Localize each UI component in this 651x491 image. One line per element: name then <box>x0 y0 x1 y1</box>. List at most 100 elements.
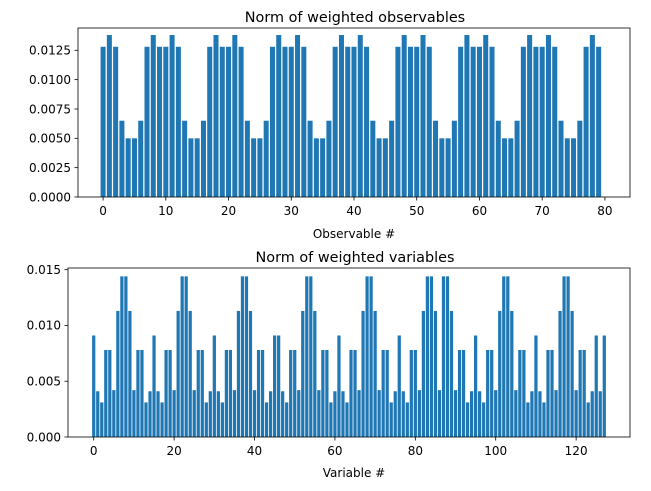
variables-bar <box>333 391 337 437</box>
variables-bar <box>526 402 530 437</box>
observables-bar <box>200 120 206 197</box>
observables-bar <box>257 138 263 197</box>
variables-bar <box>542 402 546 437</box>
observables-bar <box>539 46 545 197</box>
observables-x-tick-label: 40 <box>346 204 361 218</box>
variables-bar <box>309 276 313 437</box>
observables-x-tick-label: 50 <box>409 204 424 218</box>
variables-bar <box>365 276 369 437</box>
variables-bar <box>273 335 277 437</box>
variables-bar <box>538 391 542 437</box>
variables-bar <box>494 390 498 437</box>
variables-bar <box>329 402 333 437</box>
variables-bar <box>184 276 188 437</box>
variables-bar <box>144 402 148 437</box>
observables-bar <box>182 120 188 197</box>
variables-bar <box>558 310 562 437</box>
observables-bar <box>307 120 313 197</box>
variables-bar <box>417 390 421 437</box>
variables-bar <box>208 391 212 437</box>
observables-bar <box>219 46 225 197</box>
variables-bar <box>345 402 349 437</box>
variables-bar <box>260 349 265 437</box>
variables-bar <box>506 276 510 437</box>
variables-bar <box>160 402 164 437</box>
variables-bar <box>598 391 602 437</box>
variables-bar <box>232 390 237 437</box>
variables-bar <box>285 402 289 437</box>
observables-bar <box>589 35 595 197</box>
observables-bar <box>420 35 426 197</box>
variables-bar <box>586 402 590 437</box>
variables-x-tick-label: 60 <box>327 444 342 458</box>
variables-bar <box>518 349 522 437</box>
variables-bar <box>277 335 281 437</box>
variables-bar <box>152 335 156 437</box>
variables-bar <box>457 349 462 437</box>
observables-bar <box>207 46 213 197</box>
observables-bar <box>508 138 514 197</box>
observables-bar <box>571 138 577 197</box>
variables-bar <box>393 391 397 437</box>
variables-bar <box>353 349 357 437</box>
observables-bar <box>414 46 420 197</box>
observables-bar <box>401 35 407 197</box>
variables-bar <box>570 310 574 437</box>
observables-y-tick-label: 0.0025 <box>29 161 71 175</box>
variables-bar <box>530 391 534 437</box>
observables-bar <box>313 138 319 197</box>
observables-x-tick-label: 20 <box>221 204 236 218</box>
observables-axes-frame <box>77 27 631 198</box>
variables-bar <box>397 335 401 437</box>
observables-bar <box>213 35 219 197</box>
observables-bar <box>345 46 351 197</box>
observables-bar <box>552 46 558 197</box>
variables-bar <box>301 310 305 437</box>
variables-bar <box>590 391 594 437</box>
variables-bar <box>341 391 345 437</box>
observables-chart: Norm of weighted observables 0 10 20 30 40 50… <box>29 10 631 241</box>
observables-bar <box>433 120 439 197</box>
variables-bar <box>236 310 241 437</box>
observables-bar <box>238 46 244 197</box>
observables-bar <box>389 120 395 197</box>
variables-bar <box>546 349 550 437</box>
variables-bar <box>220 402 224 437</box>
variables-bar <box>317 390 321 437</box>
variables-bar <box>136 349 140 437</box>
observables-bar <box>301 46 307 197</box>
observables-bar <box>583 46 589 197</box>
observables-bar <box>332 46 338 197</box>
variables-bar <box>349 349 353 437</box>
variables-bar <box>425 276 429 437</box>
variables-bar <box>104 349 108 437</box>
variables-bar <box>534 335 538 437</box>
observables-bar <box>100 46 106 197</box>
variables-bar <box>574 390 578 437</box>
variables-bar <box>445 276 450 437</box>
variables-bar <box>264 402 269 437</box>
observables-bar <box>527 35 533 197</box>
observables-bar <box>226 46 232 197</box>
variables-bar <box>566 276 570 437</box>
observables-bar <box>263 120 269 197</box>
variables-bar <box>437 390 442 437</box>
variables-bar <box>100 402 104 437</box>
observables-x-tick-label: 80 <box>597 204 612 218</box>
variables-bar <box>594 335 598 437</box>
observables-y-tick-label: 0.0000 <box>29 190 71 204</box>
variables-bar <box>132 390 136 437</box>
variables-bar <box>453 390 458 437</box>
variables-x-axis-label: Variable # <box>323 466 385 480</box>
variables-bar <box>369 276 373 437</box>
variables-bar <box>248 310 253 437</box>
observables-x-tick-label: 0 <box>99 204 107 218</box>
variables-bar <box>465 402 470 437</box>
variables-bar <box>281 391 285 437</box>
observables-bar <box>495 120 501 197</box>
variables-bar <box>192 390 196 437</box>
observables-chart-title: Norm of weighted observables <box>245 10 465 26</box>
observables-bar <box>288 46 294 197</box>
variables-chart-title: Norm of weighted variables <box>256 250 455 266</box>
observables-x-tick-label: 70 <box>535 204 550 218</box>
